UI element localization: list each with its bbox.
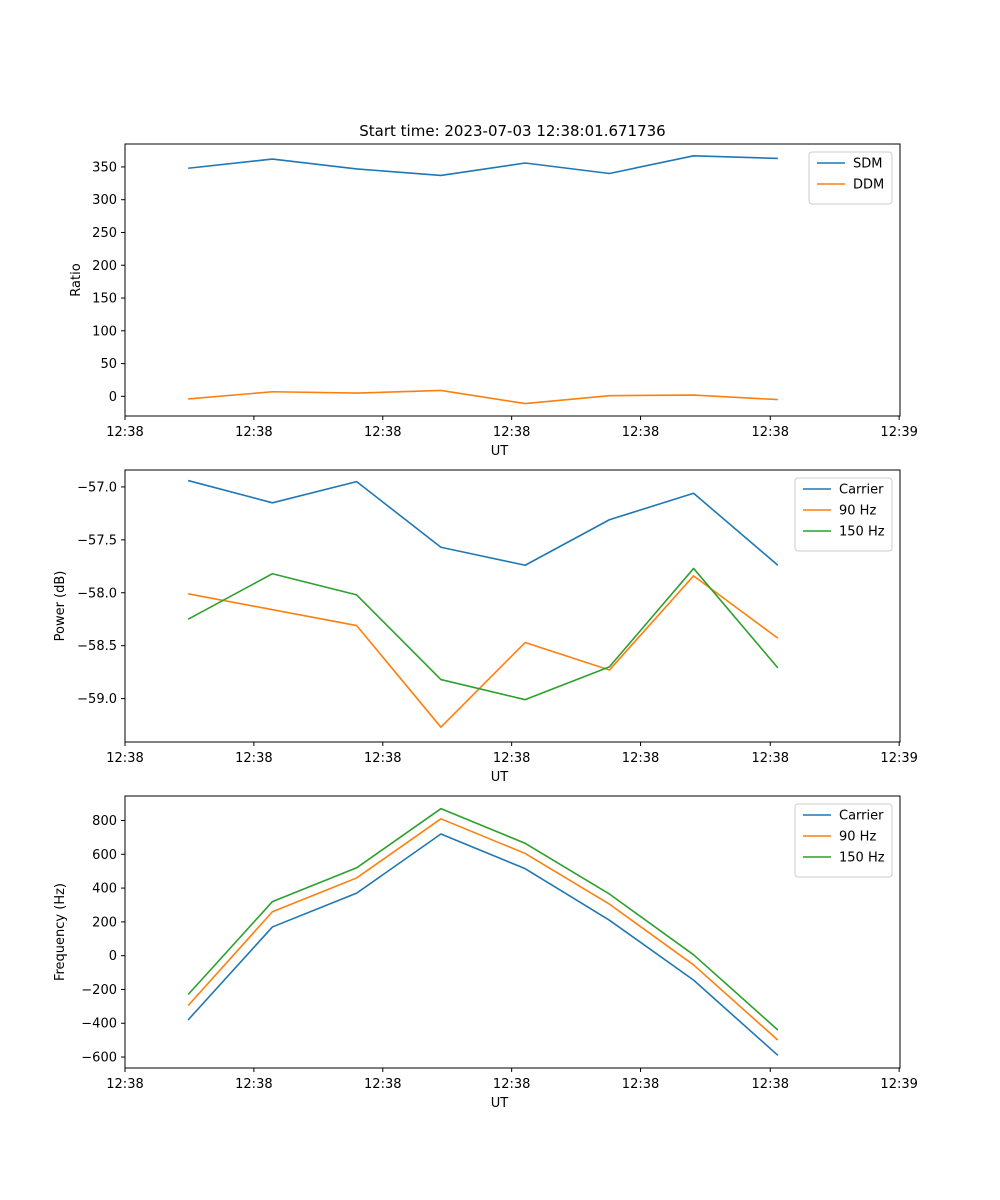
x-tick-label: 12:38 [752,425,789,440]
x-tick-label: 12:38 [106,751,143,766]
legend-label-carrier: Carrier [839,483,884,498]
y-tick-label: 0 [109,390,117,405]
legend-label-carrier: Carrier [839,809,884,824]
x-tick-label: 12:38 [752,751,789,766]
y-tick-label: 200 [92,915,117,930]
power-subplot: 12:38 12:38 12:38 12:38 12:38 12:38 12:39 −59.0… [53,469,918,785]
x-tick-label: 12:39 [880,751,917,766]
series-line-carrier [187,833,779,1056]
x-tick-label: 12:38 [493,1077,530,1092]
y-tick-label: 300 [92,193,117,208]
x-tick-label: 12:38 [364,425,401,440]
y-axis-label: Frequency (Hz) [53,883,68,981]
figure-title: Start time: 2023-07-03 12:38:01.671736 [359,122,665,140]
x-tick-label: 12:38 [235,425,272,440]
y-tick-label: 400 [92,882,117,897]
axes-frame [124,795,901,1069]
series-line-sdm [188,155,778,177]
x-tick-label: 12:38 [364,1077,401,1092]
legend-box [808,151,893,205]
x-tick-label: 12:39 [880,425,917,440]
legend-label-ddm: DDM [853,178,884,193]
y-tick-label: −58.5 [77,639,117,654]
x-axis-label: UT [491,770,509,785]
x-tick-label: 12:38 [235,751,272,766]
series-line-90-hz [187,818,779,1041]
x-tick-label: 12:38 [493,751,530,766]
x-axis-label: UT [491,444,509,459]
legend-box [794,803,893,878]
y-tick-label: −200 [81,983,117,998]
legend-label-90-hz: 90 Hz [839,504,876,519]
y-tick-label: 50 [100,357,117,372]
y-tick-label: −57.0 [77,480,117,495]
y-tick-label: −600 [81,1051,117,1066]
y-tick-label: −59.0 [77,692,117,707]
y-tick-label: 350 [92,160,117,175]
x-tick-label: 12:38 [622,425,659,440]
x-tick-label: 12:39 [880,1077,917,1092]
y-tick-label: 600 [92,848,117,863]
y-tick-label: 250 [92,226,117,241]
legend-label-150-hz: 150 Hz [839,851,885,866]
x-tick-label: 12:38 [622,1077,659,1092]
y-axis-label: Ratio [69,263,84,296]
series-line-carrier [187,479,779,567]
x-tick-label: 12:38 [752,1077,789,1092]
x-tick-label: 12:38 [235,1077,272,1092]
axes-frame [124,469,901,743]
legend-box [794,477,893,552]
y-tick-label: 100 [92,324,117,339]
x-tick-label: 12:38 [106,1077,143,1092]
y-tick-label: 0 [109,949,117,964]
legend-label-sdm: SDM [853,157,882,172]
x-axis-label: UT [491,1096,509,1111]
x-tick-label: 12:38 [106,425,143,440]
y-tick-label: −58.0 [77,586,117,601]
series-line-150-hz [187,807,779,1031]
series-line-ddm [188,389,778,405]
y-tick-label: −57.5 [77,533,117,548]
ratio-subplot: 12:38 12:38 12:38 12:38 12:38 12:38 12:39 0 50 10… [69,143,918,459]
x-tick-label: 12:38 [493,425,530,440]
y-tick-label: 200 [92,259,117,274]
series-line-150-hz [187,567,779,701]
legend-label-150-hz: 150 Hz [839,525,885,540]
x-tick-label: 12:38 [364,751,401,766]
y-tick-label: −400 [81,1017,117,1032]
series-line-90-hz [188,575,779,728]
x-tick-label: 12:38 [622,751,659,766]
y-tick-label: 800 [92,814,117,829]
y-tick-label: 150 [92,292,117,307]
axes-frame [124,143,901,417]
legend-label-90-hz: 90 Hz [839,830,876,845]
y-axis-label: Power (dB) [53,571,68,642]
frequency-subplot: 12:38 12:38 12:38 12:38 12:38 12:38 12:39 −600 −… [53,795,918,1111]
